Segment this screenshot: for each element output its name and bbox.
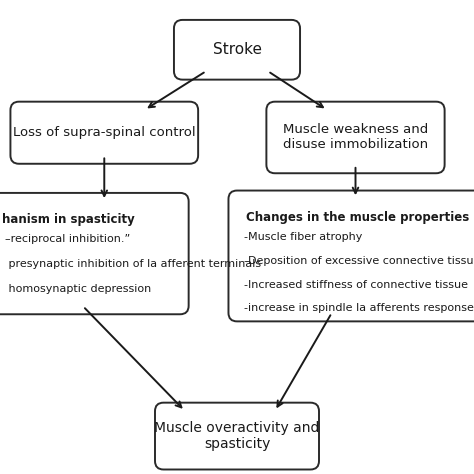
FancyBboxPatch shape: [266, 102, 445, 173]
Text: Muscle overactivity and
spasticity: Muscle overactivity and spasticity: [155, 421, 319, 451]
Text: –reciprocal inhibition.”: –reciprocal inhibition.”: [5, 234, 130, 244]
Text: presynaptic inhibition of Ia afferent terminals: presynaptic inhibition of Ia afferent te…: [5, 259, 261, 269]
Text: hanism in spasticity: hanism in spasticity: [2, 213, 135, 226]
FancyBboxPatch shape: [0, 193, 189, 314]
Text: -Increased stiffness of connective tissue: -Increased stiffness of connective tissu…: [244, 280, 468, 290]
FancyBboxPatch shape: [174, 20, 300, 80]
Text: homosynaptic depression: homosynaptic depression: [5, 284, 151, 294]
Text: Changes in the muscle properties: Changes in the muscle properties: [246, 211, 470, 224]
Text: Loss of supra-spinal control: Loss of supra-spinal control: [13, 126, 196, 139]
Text: -increase in spindle Ia afferents responses: -increase in spindle Ia afferents respon…: [244, 303, 474, 313]
FancyBboxPatch shape: [228, 191, 474, 321]
Text: -Muscle fiber atrophy: -Muscle fiber atrophy: [244, 232, 363, 242]
FancyBboxPatch shape: [10, 102, 198, 164]
Text: Stroke: Stroke: [212, 42, 262, 57]
Text: -Deposition of excessive connective tissue in th: -Deposition of excessive connective tiss…: [244, 256, 474, 266]
FancyBboxPatch shape: [155, 403, 319, 469]
Text: Muscle weakness and
disuse immobilization: Muscle weakness and disuse immobilizatio…: [283, 123, 428, 152]
